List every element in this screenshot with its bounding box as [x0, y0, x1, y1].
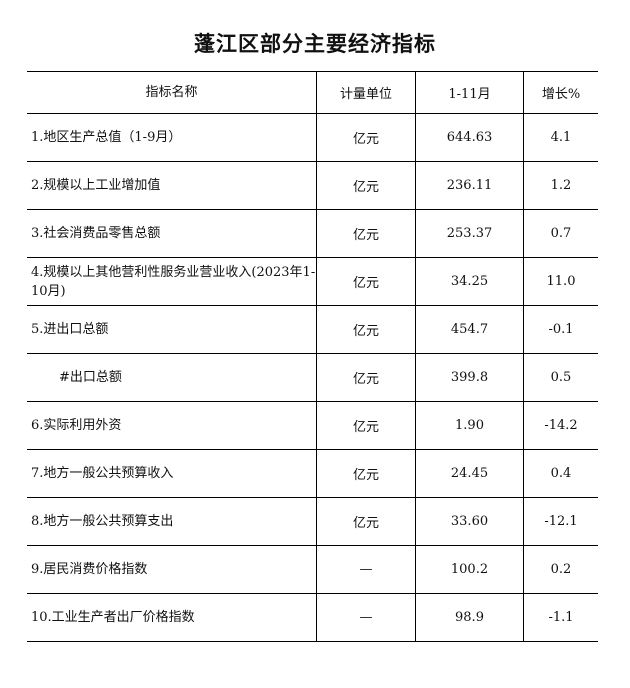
- cell-growth: 0.5: [523, 353, 598, 402]
- table-row: 1.地区生产总值（1-9月） 亿元 644.63 4.1: [27, 113, 598, 162]
- cell-unit: 亿元: [316, 161, 416, 210]
- cell-value: 644.63: [415, 113, 524, 162]
- cell-value: 399.8: [415, 353, 524, 402]
- table-row: 10.工业生产者出厂价格指数 —98.9 -1.1: [27, 593, 598, 642]
- table-row: 9.居民消费价格指数 —100.2 0.2: [27, 545, 598, 594]
- cell-growth: 4.1: [523, 113, 598, 162]
- cell-growth: -1.1: [523, 593, 598, 642]
- table-header-row: 指标名称 计量单位 1-11月 增长%: [27, 71, 598, 114]
- table-row: 8.地方一般公共预算支出 亿元 33.60 -12.1: [27, 497, 598, 546]
- cell-growth: 0.4: [523, 449, 598, 498]
- header-name: 指标名称: [27, 71, 317, 114]
- cell-growth: 11.0: [523, 257, 598, 306]
- table-row: 5.进出口总额 亿元 454.7 -0.1: [27, 305, 598, 354]
- cell-name: 1.地区生产总值（1-9月）: [27, 113, 317, 162]
- indicators-table: 指标名称 计量单位 1-11月 增长% 1.地区生产总值（1-9月） 亿元 644.…: [27, 71, 598, 642]
- cell-unit: 亿元: [316, 305, 416, 354]
- cell-unit: 亿元: [316, 257, 416, 306]
- cell-value: 34.25: [415, 257, 524, 306]
- table-row: 4.规模以上其他营利性服务业营业收入(2023年1-10月) 亿元 34.25 11.…: [27, 257, 598, 306]
- cell-name: 8.地方一般公共预算支出: [27, 497, 317, 546]
- cell-growth: -0.1: [523, 305, 598, 354]
- cell-name: 3.社会消费品零售总额: [27, 209, 317, 258]
- table-row: #出口总额 亿元 399.8 0.5: [27, 353, 598, 402]
- cell-unit: 亿元: [316, 497, 416, 546]
- cell-value: 24.45: [415, 449, 524, 498]
- cell-value: 100.2: [415, 545, 524, 594]
- cell-unit: 亿元: [316, 209, 416, 258]
- cell-value: 253.37: [415, 209, 524, 258]
- header-unit: 计量单位: [316, 71, 416, 114]
- cell-value: 454.7: [415, 305, 524, 354]
- cell-name: 5.进出口总额: [27, 305, 317, 354]
- cell-unit: —: [316, 545, 416, 594]
- cell-name: 4.规模以上其他营利性服务业营业收入(2023年1-10月): [27, 257, 317, 306]
- table-row: 7.地方一般公共预算收入 亿元 24.45 0.4: [27, 449, 598, 498]
- cell-unit: 亿元: [316, 113, 416, 162]
- cell-unit: 亿元: [316, 401, 416, 450]
- cell-name: 6.实际利用外资: [27, 401, 317, 450]
- cell-name: 9.居民消费价格指数: [27, 545, 317, 594]
- table-row: 6.实际利用外资 亿元 1.90 -14.2: [27, 401, 598, 450]
- cell-unit: 亿元: [316, 353, 416, 402]
- cell-value: 236.11: [415, 161, 524, 210]
- cell-growth: 0.2: [523, 545, 598, 594]
- cell-growth: -14.2: [523, 401, 598, 450]
- header-value: 1-11月: [415, 71, 524, 114]
- cell-growth: -12.1: [523, 497, 598, 546]
- cell-value: 1.90: [415, 401, 524, 450]
- cell-name: 10.工业生产者出厂价格指数: [27, 593, 317, 642]
- cell-growth: 0.7: [523, 209, 598, 258]
- cell-value: 98.9: [415, 593, 524, 642]
- cell-growth: 1.2: [523, 161, 598, 210]
- cell-name: #出口总额: [27, 353, 317, 402]
- cell-name: 7.地方一般公共预算收入: [27, 449, 317, 498]
- table-row: 2.规模以上工业增加值 亿元 236.11 1.2: [27, 161, 598, 210]
- cell-unit: 亿元: [316, 449, 416, 498]
- cell-unit: —: [316, 593, 416, 642]
- page-title: 蓬江区部分主要经济指标: [194, 32, 436, 56]
- table-row: 3.社会消费品零售总额 亿元 253.37 0.7: [27, 209, 598, 258]
- cell-name: 2.规模以上工业增加值: [27, 161, 317, 210]
- header-growth: 增长%: [523, 71, 598, 114]
- cell-value: 33.60: [415, 497, 524, 546]
